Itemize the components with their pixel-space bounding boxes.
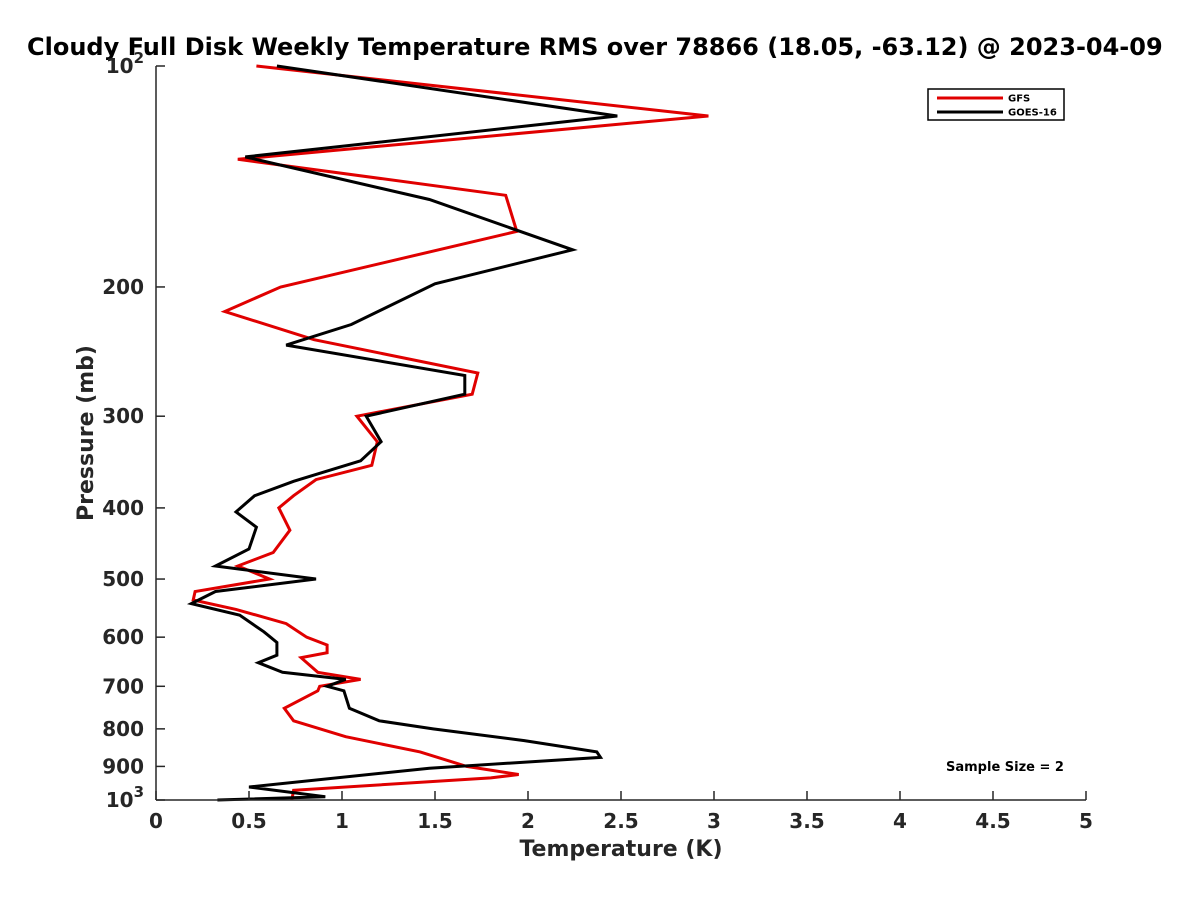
y-tick-label: 600: [102, 625, 144, 649]
x-tick-label: 1.5: [417, 809, 452, 833]
x-axis-title: Temperature (K): [519, 837, 722, 862]
x-tick-label: 3.5: [789, 809, 824, 833]
x-tick-label: 2.5: [603, 809, 638, 833]
x-tick-label: 0: [149, 809, 163, 833]
x-tick-label: 4: [893, 809, 907, 833]
legend-box: [927, 88, 1065, 121]
sample-size-annotation: Sample Size = 2: [946, 760, 1064, 775]
series-line-goes-16: [186, 64, 618, 802]
legend: GFS GOES-16: [927, 88, 1065, 121]
y-tick-label: 500: [102, 567, 144, 591]
y-tick-label: 800: [102, 717, 144, 741]
y-ticks: 102 200 300 400 500 600 700 800 900 103: [102, 49, 165, 812]
x-tick-label: 3: [707, 809, 721, 833]
y-tick-label: 400: [102, 496, 144, 520]
legend-label-goes-16: GOES-16: [1008, 108, 1057, 119]
chart-title: Cloudy Full Disk Weekly Temperature RMS …: [27, 33, 1163, 61]
plot-area: [155, 64, 1086, 802]
y-axis-title: Pressure (mb): [74, 345, 99, 521]
series-line-gfs: [191, 64, 709, 801]
x-tick-label: 0.5: [231, 809, 266, 833]
x-tick-label: 1: [335, 809, 349, 833]
y-tick-label: 103: [106, 783, 144, 812]
series-layer: [186, 64, 709, 802]
legend-label-gfs: GFS: [1008, 94, 1030, 105]
y-tick-label: 200: [102, 275, 144, 299]
x-tick-label: 5: [1079, 809, 1093, 833]
y-tick-label: 900: [102, 754, 144, 778]
y-tick-label: 300: [102, 404, 144, 428]
x-tick-label: 2: [521, 809, 535, 833]
x-tick-label: 4.5: [975, 809, 1010, 833]
x-ticks: 0 0.5 1 1.5 2 2.5 3 3.5 4 4.5 5: [149, 791, 1093, 833]
y-tick-label: 700: [102, 674, 144, 698]
y-tick-label: 102: [106, 49, 144, 78]
